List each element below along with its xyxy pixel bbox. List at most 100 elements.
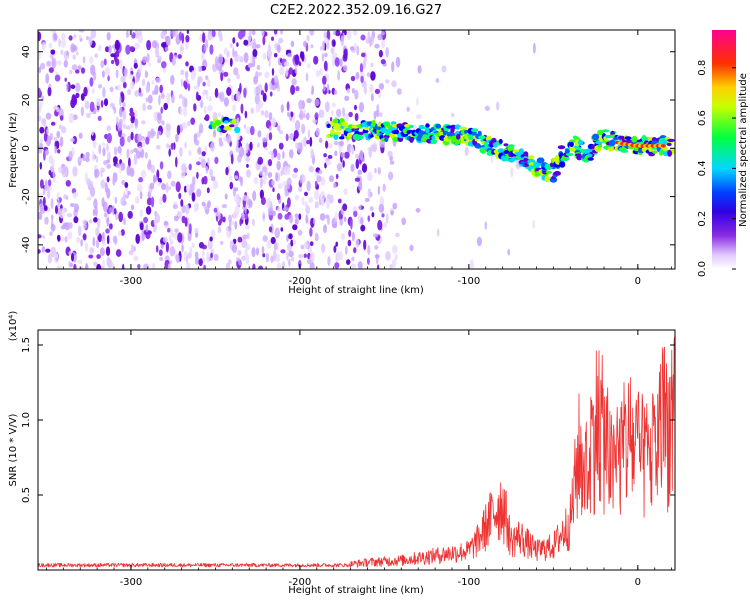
signal-blob <box>391 130 400 135</box>
noise-blob <box>49 53 53 59</box>
noise-blob <box>243 39 249 46</box>
noise-blob <box>112 156 118 164</box>
noise-blob <box>314 201 319 209</box>
noise-blob <box>323 31 327 39</box>
noise-blob <box>287 197 291 208</box>
noise-blob <box>401 217 407 226</box>
noise-blob <box>82 219 87 225</box>
noise-blob <box>143 263 149 269</box>
noise-blob <box>47 179 52 187</box>
noise-blob <box>188 223 192 235</box>
noise-blob <box>56 192 60 201</box>
noise-blob <box>395 56 401 68</box>
noise-blob <box>227 77 231 84</box>
noise-blob <box>102 231 105 240</box>
noise-blob <box>320 176 326 186</box>
noise-blob <box>251 30 256 36</box>
noise-blob <box>377 33 383 41</box>
noise-blob <box>314 189 320 200</box>
noise-blob <box>102 87 106 98</box>
noise-blob <box>107 75 110 82</box>
noise-blob <box>291 78 297 86</box>
noise-blob <box>229 174 233 181</box>
signal-blob <box>229 124 235 128</box>
noise-blob <box>235 198 241 206</box>
noise-blob <box>360 34 366 41</box>
noise-blob <box>391 80 397 88</box>
noise-blob <box>145 84 150 94</box>
noise-blob <box>309 227 313 237</box>
noise-blob <box>70 84 76 89</box>
noise-blob <box>299 109 304 121</box>
noise-blob <box>38 66 42 74</box>
noise-blob <box>290 84 296 95</box>
noise-blob <box>196 161 201 166</box>
noise-blob <box>170 74 175 85</box>
noise-blob <box>376 264 380 269</box>
colorbar-tick-label: 0.0 <box>697 261 708 277</box>
noise-blob <box>101 240 106 246</box>
noise-blob <box>194 139 200 146</box>
noise-blob <box>178 31 183 41</box>
noise-blob <box>214 87 219 98</box>
noise-blob <box>54 74 61 82</box>
noise-blob <box>305 214 309 224</box>
noise-blob <box>134 196 140 204</box>
noise-blob <box>110 53 116 58</box>
noise-blob <box>54 252 59 259</box>
noise-blob <box>154 213 161 224</box>
noise-blob <box>298 186 303 193</box>
noise-blob <box>298 99 304 111</box>
noise-blob <box>284 213 289 220</box>
noise-blob <box>180 199 184 207</box>
noise-blob <box>245 142 249 154</box>
noise-blob <box>360 75 364 83</box>
noise-blob <box>130 131 134 141</box>
noise-blob <box>273 74 278 83</box>
signal-blob <box>332 118 339 124</box>
noise-blob <box>373 110 377 120</box>
noise-blob <box>184 71 189 79</box>
noise-blob <box>97 217 101 229</box>
noise-blob <box>184 141 187 149</box>
noise-blob <box>338 140 344 147</box>
noise-blob <box>76 236 81 243</box>
noise-blob <box>306 34 310 42</box>
noise-blob <box>325 101 330 112</box>
noise-blob <box>137 133 143 143</box>
noise-blob <box>163 102 168 111</box>
noise-blob <box>351 231 355 242</box>
noise-blob <box>58 124 63 130</box>
noise-blob <box>151 40 157 49</box>
signal-blob <box>503 143 509 147</box>
noise-blob <box>357 261 363 269</box>
signal-blob <box>503 150 510 154</box>
noise-blob <box>138 92 144 97</box>
signal-blob <box>215 120 222 124</box>
noise-blob <box>257 130 262 138</box>
noise-blob <box>139 209 143 218</box>
noise-blob <box>177 232 183 243</box>
noise-blob <box>306 139 311 145</box>
noise-blob <box>377 219 383 231</box>
noise-blob <box>532 219 536 230</box>
snr-series-line <box>38 336 675 568</box>
noise-blob <box>196 188 202 198</box>
noise-blob <box>348 111 353 118</box>
noise-blob <box>129 107 134 114</box>
noise-blob <box>220 240 224 245</box>
signal-blob <box>358 131 364 136</box>
signal-blob <box>326 123 331 128</box>
noise-blob <box>185 204 190 215</box>
signal-blob <box>333 131 342 135</box>
noise-blob <box>198 65 203 72</box>
noise-blob <box>133 148 138 153</box>
noise-blob <box>38 234 42 239</box>
signal-blob <box>430 138 437 145</box>
noise-blob <box>240 176 243 187</box>
noise-blob <box>262 166 268 173</box>
noise-blob <box>237 249 242 256</box>
noise-blob <box>145 224 149 233</box>
noise-blob <box>228 214 233 224</box>
